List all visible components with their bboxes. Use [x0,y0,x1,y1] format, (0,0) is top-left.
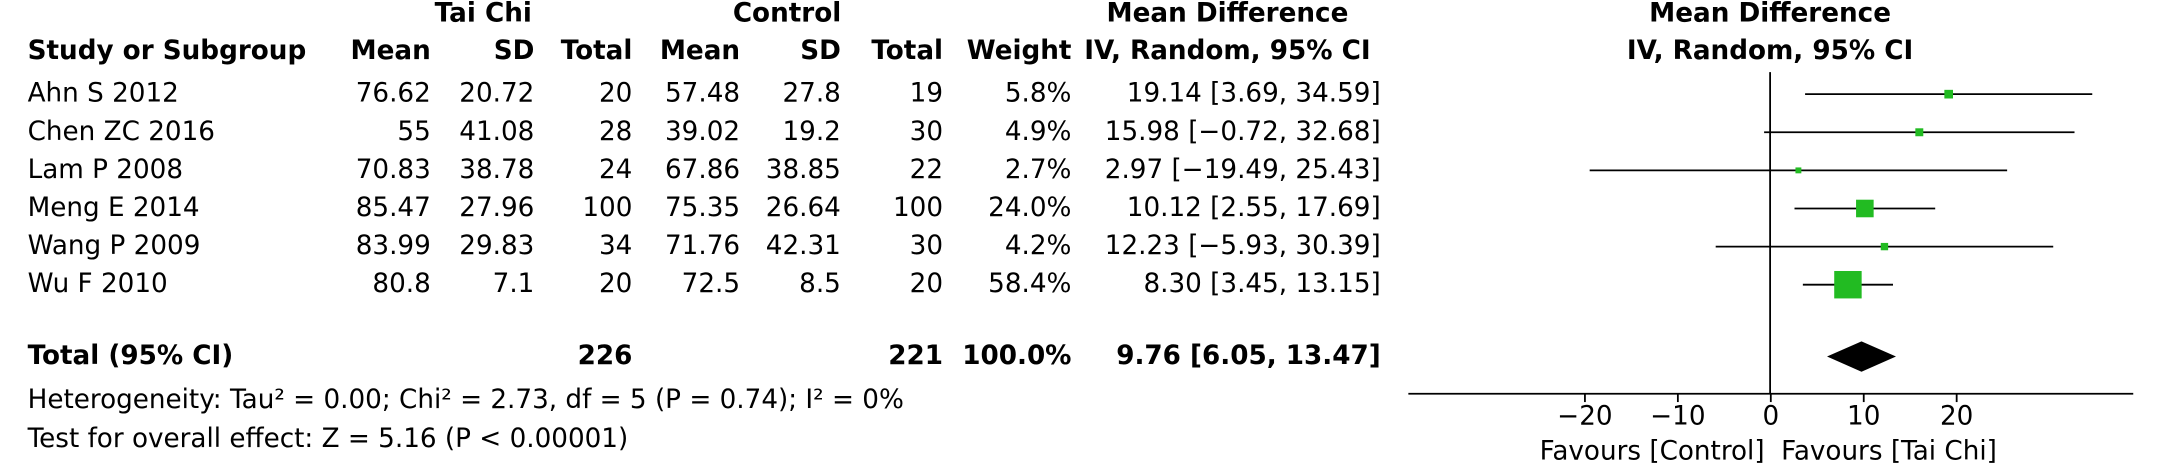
effect-square [1834,270,1862,299]
table-cell: 100 [893,193,943,223]
table-cell: 24 [599,155,632,185]
table-cell: 26.64 [766,193,841,223]
table-cell: 2.7% [1005,155,1072,185]
table-cell: 20 [599,79,632,109]
table-cell: 72.5 [682,269,740,299]
x-label: Favours [Tai Chi] [1781,436,1997,466]
table-cell: 24.0% [988,193,1071,223]
total-cell: 221 [888,341,943,371]
table-cell: 38.78 [459,155,534,185]
table-cell: 5.8% [1005,79,1072,109]
study-name: Wu F 2010 [28,269,168,299]
table-cell: 27.8 [782,79,840,109]
table-cell: 30 [910,231,943,261]
table-cell: 19 [910,79,943,109]
table-cell: 39.02 [665,117,740,147]
column-header: SD [494,36,535,66]
table-cell: 76.62 [356,79,431,109]
table-cell: 8.5 [799,269,841,299]
column-header: Study or Subgroup [28,36,307,66]
table-cell: 30 [910,117,943,147]
effect-square [1856,199,1874,218]
table-cell: 83.99 [356,231,431,261]
column-header: SD [800,36,841,66]
study-name: Wang P 2009 [28,231,201,261]
table-cell: 41.08 [459,117,534,147]
ci-label: 15.98 [−0.72, 32.68] [1105,117,1381,147]
effect-header: Mean Difference [1107,0,1349,29]
table-cell: 70.83 [356,155,431,185]
effect-square [1795,167,1802,174]
ci-label: 8.30 [3.45, 13.15] [1143,269,1380,299]
overall-effect: Test for overall effect: Z = 5.16 (P < 0… [27,424,629,454]
table-cell: 38.85 [766,155,841,185]
x-tick-label: −20 [1557,402,1612,432]
heterogeneity: Heterogeneity: Tau² = 0.00; Chi² = 2.73,… [28,385,904,415]
study-name: Chen ZC 2016 [28,117,215,147]
x-tick-label: −10 [1650,402,1705,432]
table-cell: 67.86 [665,155,740,185]
table-cell: 58.4% [988,269,1071,299]
column-header: Total [871,36,943,66]
column-header: Mean [660,36,740,66]
table-cell: 22 [910,155,943,185]
plot-subheader: IV, Random, 95% CI [1627,36,1913,66]
ci-label: 10.12 [2.55, 17.69] [1127,193,1381,223]
total-name: Total (95% CI) [28,341,234,371]
study-name: Ahn S 2012 [28,79,179,109]
table-cell: 7.1 [493,269,535,299]
table-cell: 85.47 [356,193,431,223]
group-header: Tai Chi [435,0,532,29]
table-cell: 71.76 [665,231,740,261]
table-cell: 57.48 [665,79,740,109]
group-header: Control [733,0,841,29]
table-cell: 20 [910,269,943,299]
table-cell: 80.8 [372,269,430,299]
x-tick-label: 20 [1940,402,1973,432]
x-label: Favours [Control] [1540,436,1765,466]
table-cell: 19.2 [782,117,840,147]
table-cell: 20 [599,269,632,299]
column-header: Weight [967,36,1072,66]
table-cell: 27.96 [459,193,534,223]
ci-label: 12.23 [−5.93, 30.39] [1105,231,1381,261]
table-cell: 100 [582,193,632,223]
table-cell: 20.72 [459,79,534,109]
ci-label: 2.97 [−19.49, 25.43] [1105,155,1381,185]
column-header: Total [561,36,633,66]
total-cell: 226 [578,341,633,371]
effect-square [1944,89,1953,99]
table-cell: 4.9% [1005,117,1072,147]
total-cell: 100.0% [962,341,1071,371]
summary-diamond [1827,341,1896,372]
table-cell: 75.35 [665,193,740,223]
x-tick-label: 0 [1762,402,1779,432]
x-tick-label: 10 [1847,402,1880,432]
ci-label: 19.14 [3.69, 34.59] [1127,79,1381,109]
column-header: Mean [351,36,431,66]
effect-square [1880,242,1889,251]
effect-square [1915,128,1924,137]
table-cell: 4.2% [1005,231,1072,261]
table-cell: 42.31 [766,231,841,261]
table-cell: 28 [599,117,632,147]
table-cell: 29.83 [459,231,534,261]
study-name: Meng E 2014 [28,193,200,223]
study-name: Lam P 2008 [28,155,183,185]
column-header: IV, Random, 95% CI [1084,36,1370,66]
plot-header: Mean Difference [1649,0,1891,29]
table-cell: 55 [397,117,430,147]
total-ci: 9.76 [6.05, 13.47] [1116,341,1381,371]
table-cell: 34 [599,231,632,261]
